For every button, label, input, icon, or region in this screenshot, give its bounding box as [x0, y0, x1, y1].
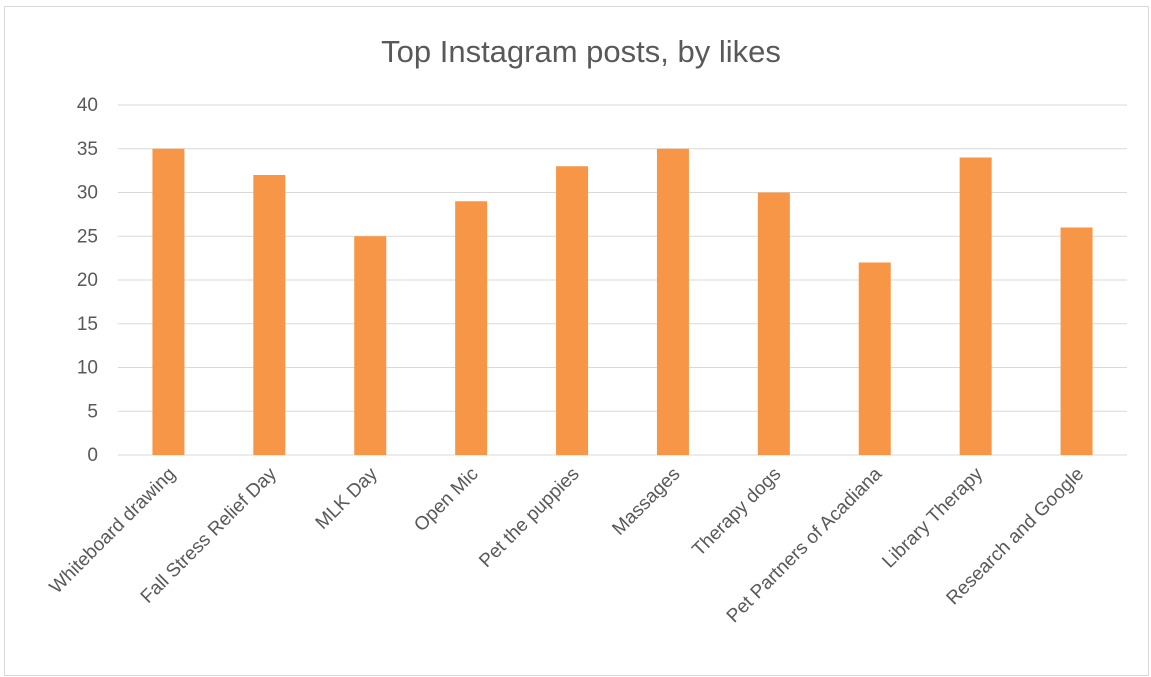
x-category-label: Therapy dogs	[688, 464, 785, 561]
y-tick-label: 40	[77, 95, 98, 116]
y-tick-label: 20	[77, 270, 98, 291]
y-axis-tick-labels: 0 5 10 15 20 25 30 35 40	[77, 95, 98, 466]
x-category-label: Open Mic	[410, 464, 482, 536]
bar	[354, 236, 387, 455]
chart-title: Top Instagram posts, by likes	[381, 34, 781, 69]
bar	[757, 192, 790, 455]
y-tick-label: 10	[77, 358, 98, 379]
bar	[455, 201, 488, 455]
bar	[253, 175, 286, 455]
y-tick-label: 35	[77, 139, 98, 160]
gridlines	[118, 104, 1127, 456]
bar	[152, 148, 185, 455]
x-category-label: Pet the puppies	[475, 464, 583, 572]
y-tick-label: 30	[77, 183, 98, 204]
y-tick-label: 15	[77, 314, 98, 335]
y-tick-label: 25	[77, 226, 98, 247]
bar	[556, 166, 589, 455]
x-category-label: Massages	[608, 464, 684, 540]
x-category-label: Library Therapy	[878, 463, 987, 572]
y-tick-label: 5	[87, 401, 98, 422]
bar	[858, 262, 891, 455]
bars	[152, 148, 1093, 455]
x-category-label: MLK Day	[312, 463, 382, 533]
y-tick-label: 0	[87, 445, 98, 466]
bar	[959, 157, 992, 455]
bar	[1060, 227, 1093, 455]
bar	[656, 148, 689, 455]
